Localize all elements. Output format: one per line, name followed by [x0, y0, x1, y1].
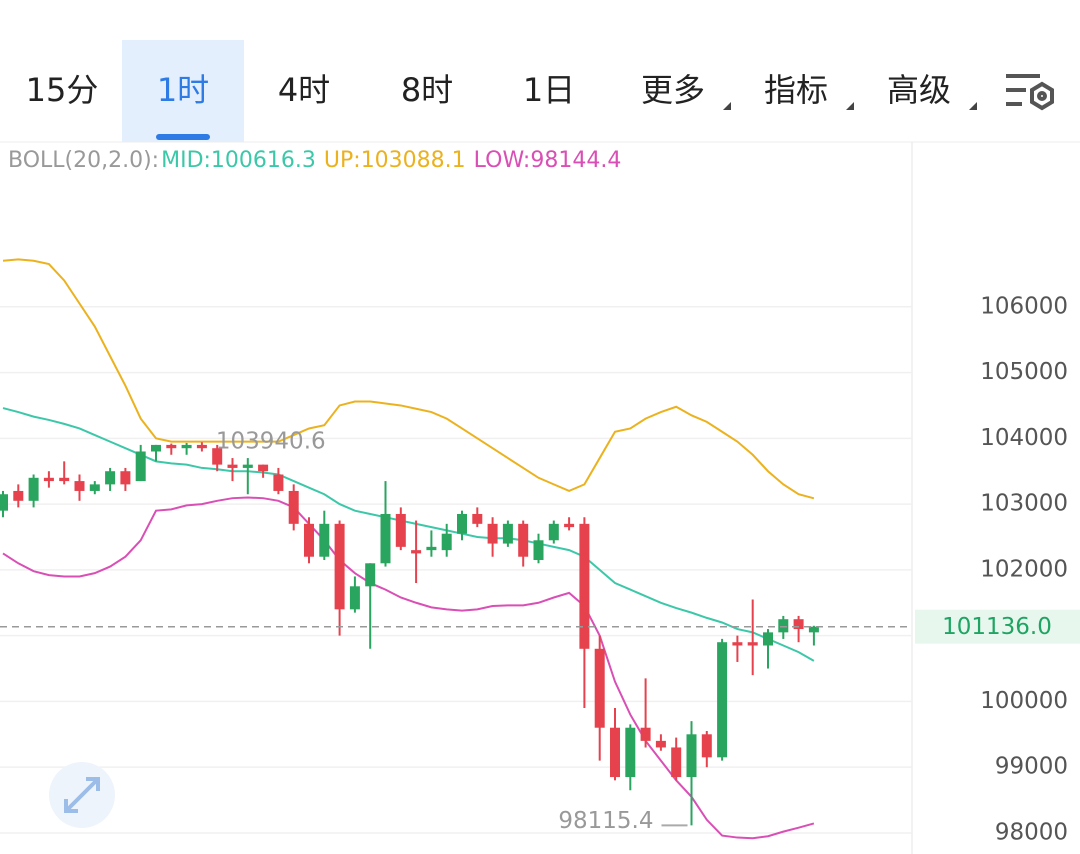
y-tick-label: 104000	[980, 425, 1068, 451]
plot: 9800099000100000101000102000103000104000…	[0, 258, 1080, 845]
candle-body	[0, 494, 8, 511]
candle-body	[793, 619, 804, 630]
candle-body	[701, 734, 712, 758]
candle-body	[120, 471, 131, 485]
legend-value: 98144.4	[530, 148, 621, 173]
min-label: 98115.4	[558, 808, 653, 834]
candle-body	[135, 451, 146, 482]
candle-body	[533, 540, 544, 561]
candle-body	[472, 513, 483, 524]
last-price-box	[915, 609, 1080, 644]
candle-body	[625, 727, 636, 778]
legend-value: 103088.1	[361, 148, 466, 173]
last-price-label: 101136.0	[942, 614, 1052, 640]
candle-body	[502, 523, 513, 544]
dropdown-arrow	[846, 102, 854, 110]
candle-body	[273, 474, 284, 491]
candle-body	[732, 642, 743, 646]
candle-body	[59, 477, 70, 482]
dropdown-arrow	[969, 102, 977, 110]
candle-body	[242, 464, 253, 468]
candle-body	[334, 523, 345, 610]
candle-body	[686, 734, 697, 778]
candle-body	[426, 546, 437, 551]
candle-body	[105, 471, 116, 485]
settings-icon[interactable]	[1006, 74, 1054, 111]
tab[interactable]: 高级	[887, 71, 951, 109]
y-tick-label: 99000	[995, 754, 1068, 780]
tab[interactable]: 指标	[764, 71, 828, 109]
candle-body	[74, 481, 85, 491]
y-tick-label: 100000	[980, 688, 1068, 714]
candle-body	[717, 642, 728, 758]
candle-body	[304, 523, 314, 557]
tab[interactable]: 15分	[26, 71, 99, 109]
candle-body	[89, 484, 100, 491]
max-label: 103940.6	[216, 429, 326, 455]
tab[interactable]: 1日	[523, 71, 575, 109]
candle-body	[763, 632, 773, 646]
candle-body	[518, 523, 529, 557]
legend-name: UP:	[324, 148, 361, 173]
candle-body	[610, 727, 620, 778]
y-tick-label: 106000	[980, 293, 1068, 319]
tab[interactable]: 更多	[641, 71, 705, 109]
indicator-name: BOLL(20,2.0):	[8, 148, 159, 173]
candle-body	[151, 444, 161, 452]
y-tick-label: 98000	[995, 819, 1068, 845]
candle-body	[671, 747, 682, 778]
candle-body	[487, 523, 498, 544]
candle-body	[227, 464, 238, 468]
candle-body	[380, 513, 391, 564]
candle-body	[43, 477, 54, 482]
candle-body	[747, 642, 758, 646]
candle-body	[778, 619, 789, 633]
active-tab-indicator	[156, 134, 210, 140]
candle-body	[594, 648, 605, 728]
legend: MID:100616.3 UP:103088.1 LOW:98144.4	[161, 148, 621, 173]
candle-body	[579, 523, 590, 649]
candle-body	[655, 740, 666, 748]
legend-name: MID:	[161, 148, 211, 173]
band-line	[2, 407, 815, 662]
y-tick-label: 103000	[980, 491, 1068, 517]
indicator-legend: BOLL(20,2.0):MID:100616.3 UP:103088.1 LOW:…	[8, 148, 621, 173]
candle-body	[457, 513, 467, 534]
tab[interactable]: 1时	[157, 71, 209, 109]
y-tick-label: 102000	[980, 556, 1068, 582]
candle-body	[181, 444, 192, 449]
candle-body	[411, 550, 422, 554]
candle-body	[441, 533, 452, 551]
y-tick-label: 105000	[980, 359, 1068, 385]
candle-body	[258, 464, 269, 472]
candle-body	[166, 444, 177, 449]
candle-body	[808, 626, 819, 633]
legend-name: LOW:	[474, 148, 531, 173]
band-line	[2, 496, 815, 840]
candle-body	[288, 490, 299, 524]
candle-body	[640, 727, 651, 741]
tab[interactable]: 4时	[278, 71, 330, 109]
expand-icon	[64, 777, 100, 813]
active-tab-bg	[122, 40, 244, 142]
candle-body	[365, 563, 376, 587]
legend-value: 100616.3	[211, 148, 316, 173]
candle-body	[212, 448, 223, 465]
candle-body	[564, 523, 575, 528]
candle-body	[28, 477, 39, 501]
band-line	[2, 258, 815, 500]
candle-body	[13, 490, 24, 501]
tab[interactable]: 8时	[401, 71, 453, 109]
candle-body	[548, 523, 559, 541]
candle-body	[319, 523, 330, 557]
candle-body	[349, 586, 360, 610]
candle-body	[196, 444, 207, 449]
dropdown-arrow	[723, 102, 731, 110]
tab-bar: 15分 1时 4时 8时 1日 更多 指标 高级	[26, 71, 977, 110]
candle-body	[395, 513, 406, 547]
